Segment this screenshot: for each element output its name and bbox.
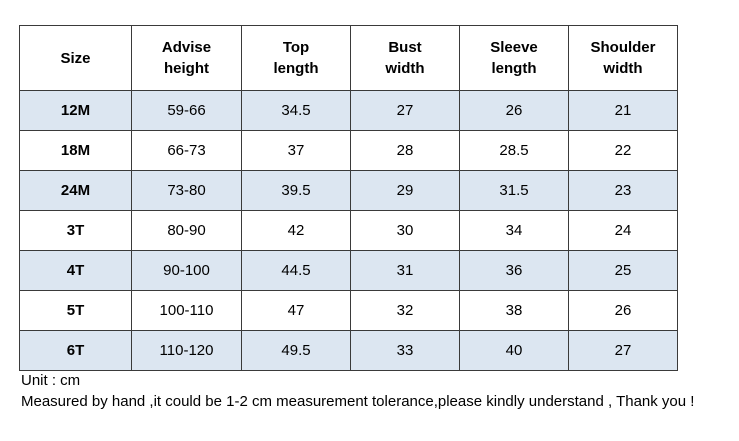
bust-width-cell: 28 (350, 130, 460, 171)
size-cell: 5T (19, 290, 132, 331)
size-cell: 4T (19, 250, 132, 291)
bust-width-cell: 33 (350, 330, 460, 371)
header-bust-width: Bust width (350, 25, 460, 91)
shoulder-width-cell: 26 (568, 290, 678, 331)
top-length-cell: 47 (241, 290, 351, 331)
sleeve-length-cell: 40 (459, 330, 569, 371)
header-advise-height: Advise height (131, 25, 242, 91)
size-cell: 12M (19, 90, 132, 131)
header-shoulder-width: Shoulder width (568, 25, 678, 91)
table-row: 12M 59-66 34.5 27 26 21 (19, 90, 678, 131)
shoulder-width-cell: 21 (568, 90, 678, 131)
advise-height-cell: 90-100 (131, 250, 242, 291)
size-cell: 18M (19, 130, 132, 171)
bust-width-cell: 30 (350, 210, 460, 251)
size-cell: 3T (19, 210, 132, 251)
shoulder-width-cell: 27 (568, 330, 678, 371)
measurement-disclaimer: Measured by hand ,it could be 1-2 cm mea… (21, 393, 695, 410)
bust-width-cell: 31 (350, 250, 460, 291)
sleeve-length-cell: 34 (459, 210, 569, 251)
advise-height-cell: 73-80 (131, 170, 242, 211)
header-sleeve-length: Sleeve length (459, 25, 569, 91)
advise-height-cell: 59-66 (131, 90, 242, 131)
top-length-cell: 44.5 (241, 250, 351, 291)
advise-height-cell: 66-73 (131, 130, 242, 171)
advise-height-cell: 80-90 (131, 210, 242, 251)
advise-height-cell: 110-120 (131, 330, 242, 371)
bust-width-cell: 32 (350, 290, 460, 331)
top-length-cell: 39.5 (241, 170, 351, 211)
top-length-cell: 42 (241, 210, 351, 251)
unit-note: Unit : cm (21, 372, 81, 389)
sleeve-length-cell: 28.5 (459, 130, 569, 171)
sleeve-length-cell: 26 (459, 90, 569, 131)
table-header-row: Size Advise height Top length Bust width… (19, 25, 678, 91)
table-row: 5T 100-110 47 32 38 26 (19, 290, 678, 331)
table-row: 6T 110-120 49.5 33 40 27 (19, 330, 678, 371)
size-chart-table: Size Advise height Top length Bust width… (19, 25, 678, 371)
size-cell: 6T (19, 330, 132, 371)
table-row: 24M 73-80 39.5 29 31.5 23 (19, 170, 678, 211)
bust-width-cell: 27 (350, 90, 460, 131)
shoulder-width-cell: 25 (568, 250, 678, 291)
size-cell: 24M (19, 170, 132, 211)
table-row: 4T 90-100 44.5 31 36 25 (19, 250, 678, 291)
top-length-cell: 34.5 (241, 90, 351, 131)
header-size: Size (19, 25, 132, 91)
header-top-length: Top length (241, 25, 351, 91)
advise-height-cell: 100-110 (131, 290, 242, 331)
sleeve-length-cell: 38 (459, 290, 569, 331)
top-length-cell: 37 (241, 130, 351, 171)
shoulder-width-cell: 22 (568, 130, 678, 171)
shoulder-width-cell: 24 (568, 210, 678, 251)
sleeve-length-cell: 36 (459, 250, 569, 291)
table-row: 18M 66-73 37 28 28.5 22 (19, 130, 678, 171)
shoulder-width-cell: 23 (568, 170, 678, 211)
table-row: 3T 80-90 42 30 34 24 (19, 210, 678, 251)
bust-width-cell: 29 (350, 170, 460, 211)
sleeve-length-cell: 31.5 (459, 170, 569, 211)
top-length-cell: 49.5 (241, 330, 351, 371)
